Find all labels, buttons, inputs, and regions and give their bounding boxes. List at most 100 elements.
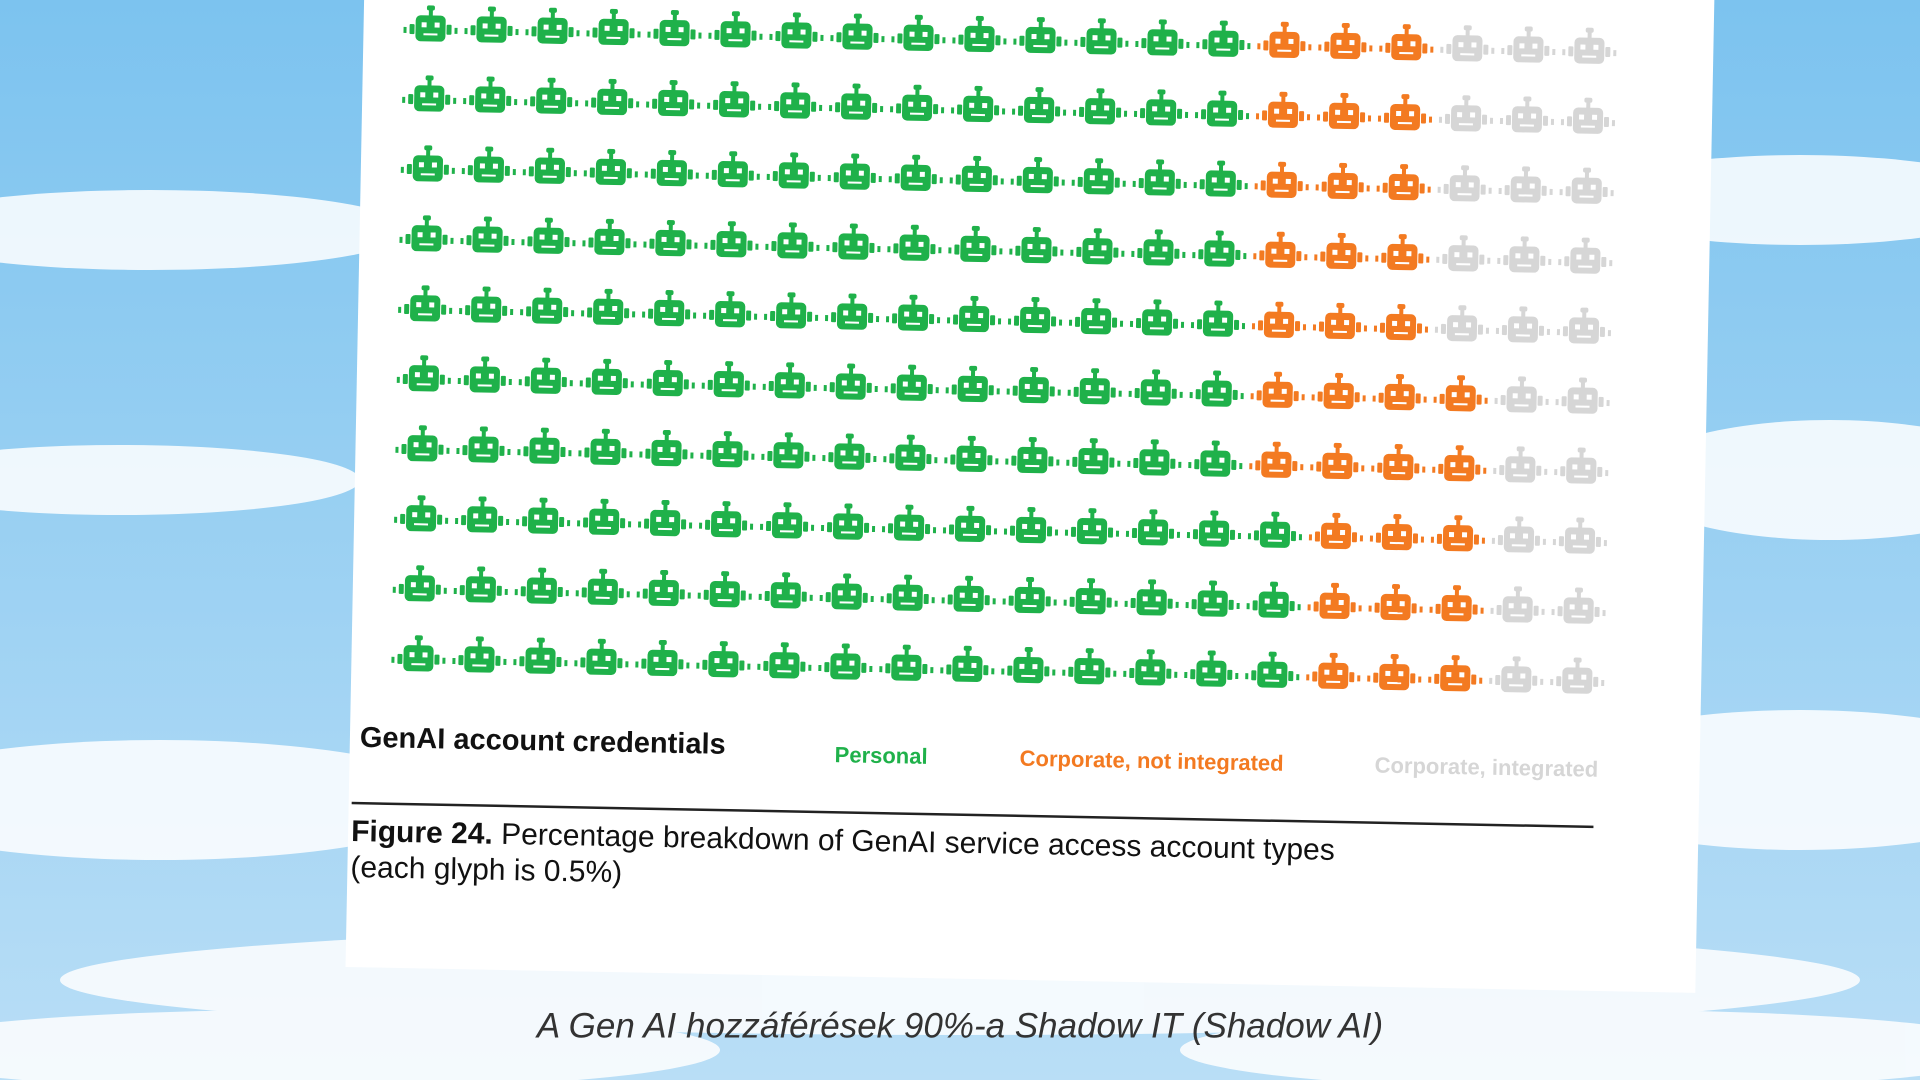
ear bbox=[679, 589, 685, 600]
ear bbox=[739, 660, 745, 671]
ear bbox=[1293, 391, 1299, 402]
eye bbox=[908, 101, 914, 107]
eye bbox=[1141, 666, 1147, 672]
head bbox=[1507, 316, 1539, 343]
mouth bbox=[1511, 544, 1526, 547]
mouth bbox=[1518, 194, 1533, 197]
eye bbox=[861, 30, 867, 36]
antenna-tip bbox=[973, 155, 982, 161]
head bbox=[1440, 665, 1471, 692]
eye bbox=[1338, 599, 1344, 606]
eye bbox=[491, 233, 497, 239]
eye bbox=[1520, 673, 1526, 679]
ear bbox=[1105, 667, 1111, 678]
tick bbox=[1501, 47, 1505, 55]
head bbox=[779, 92, 811, 119]
eye bbox=[1205, 527, 1211, 533]
ear bbox=[530, 96, 536, 107]
ear bbox=[683, 379, 689, 390]
glyph bbox=[644, 150, 699, 187]
ear bbox=[1385, 42, 1391, 53]
eye bbox=[1035, 524, 1041, 530]
tick bbox=[765, 243, 769, 250]
head bbox=[1200, 450, 1231, 477]
eye bbox=[474, 443, 480, 449]
ear bbox=[1007, 665, 1013, 676]
eye bbox=[913, 521, 919, 527]
eye bbox=[1268, 388, 1274, 394]
eye bbox=[727, 658, 733, 664]
ear bbox=[1070, 526, 1077, 537]
eye bbox=[715, 587, 721, 594]
head bbox=[525, 647, 556, 674]
eye bbox=[1100, 315, 1106, 321]
ear bbox=[622, 378, 628, 389]
ear bbox=[1166, 668, 1172, 679]
glyph bbox=[516, 497, 571, 534]
tick bbox=[1122, 180, 1126, 187]
ear bbox=[1438, 463, 1444, 474]
ear bbox=[824, 662, 830, 673]
eye bbox=[1270, 318, 1276, 324]
head bbox=[652, 369, 683, 397]
ear bbox=[744, 380, 750, 391]
mouth bbox=[1395, 261, 1410, 265]
antenna-tip bbox=[1401, 94, 1410, 100]
eye bbox=[1587, 324, 1594, 330]
antenna-tip bbox=[1274, 371, 1283, 377]
tick bbox=[1365, 255, 1369, 262]
head bbox=[1328, 102, 1360, 130]
eye bbox=[1218, 527, 1224, 533]
ear bbox=[1501, 325, 1508, 336]
head bbox=[595, 158, 626, 186]
head bbox=[708, 650, 739, 678]
glyph bbox=[400, 145, 455, 182]
tick bbox=[1483, 467, 1487, 474]
antenna-tip bbox=[1585, 27, 1594, 33]
ear bbox=[686, 239, 692, 250]
ear bbox=[831, 312, 837, 323]
glyph bbox=[1254, 161, 1309, 198]
glyph bbox=[1251, 301, 1307, 338]
tick bbox=[453, 587, 457, 595]
eye bbox=[494, 93, 500, 99]
mouth bbox=[1330, 470, 1345, 474]
eye bbox=[1583, 534, 1590, 540]
head bbox=[775, 302, 807, 329]
eye bbox=[1447, 602, 1453, 608]
glyph bbox=[402, 75, 457, 112]
mouth bbox=[1458, 123, 1473, 126]
tick bbox=[1236, 602, 1240, 610]
mouth bbox=[717, 599, 732, 602]
ear bbox=[564, 237, 570, 248]
mouth bbox=[1453, 403, 1468, 406]
antenna-tip bbox=[487, 6, 496, 12]
eye bbox=[795, 309, 801, 315]
head bbox=[1445, 385, 1476, 412]
antenna-tip bbox=[662, 429, 671, 436]
head bbox=[777, 232, 808, 259]
ear bbox=[828, 452, 834, 463]
ear bbox=[1074, 316, 1081, 327]
mouth bbox=[657, 527, 673, 531]
tick bbox=[1125, 530, 1130, 537]
tick bbox=[1430, 536, 1434, 543]
antenna-tip bbox=[1455, 445, 1464, 451]
head bbox=[1136, 589, 1167, 616]
tick bbox=[507, 448, 511, 456]
ear bbox=[1176, 108, 1183, 119]
ear bbox=[1194, 459, 1200, 470]
ear bbox=[894, 173, 900, 184]
head bbox=[892, 584, 923, 611]
ear bbox=[958, 34, 964, 45]
tick bbox=[586, 30, 590, 37]
eye bbox=[1032, 664, 1038, 670]
eye bbox=[1166, 36, 1172, 42]
tick bbox=[524, 99, 528, 106]
ear bbox=[498, 515, 504, 526]
ear bbox=[1077, 176, 1083, 187]
tick bbox=[1296, 674, 1300, 681]
eye bbox=[495, 23, 501, 29]
ear bbox=[1475, 464, 1481, 475]
